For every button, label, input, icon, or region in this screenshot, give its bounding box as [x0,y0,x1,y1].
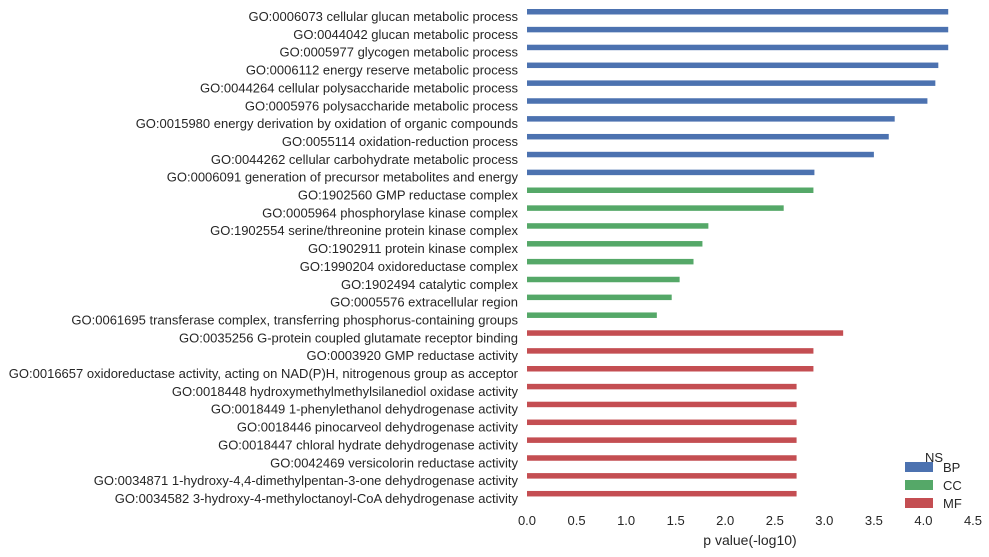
bars-layer [527,9,949,497]
y-tick-label: GO:0018448 hydroxymethylmethylsilanediol… [172,384,519,399]
x-tick-label: 0.0 [518,513,536,528]
bar-bp-6 [527,116,895,122]
legend-label-cc: CC [943,478,962,493]
y-tick-label: GO:0018447 chloral hydrate dehydrogenase… [218,437,518,452]
bar-bp-4 [527,80,936,86]
y-tick-label: GO:0005964 phosphorylase kinase complex [262,205,518,220]
legend-swatch-bp [905,462,933,472]
legend-label-bp: BP [943,460,960,475]
y-tick-label: GO:0018449 1-phenylethanol dehydrogenase… [211,402,519,417]
bar-bp-8 [527,151,874,158]
x-tick-label: 4.0 [914,513,932,528]
x-axis-label: p value(-log10) [703,532,796,548]
x-tick-label: 0.5 [568,513,586,528]
y-tick-label: GO:1902554 serine/threonine protein kina… [210,223,518,238]
bar-mf-19 [527,348,814,354]
x-tick-labels: 0.0 0.5 1.0 1.5 2.0 2.5 3.0 3.5 4.0 4.5 [518,513,982,528]
y-tick-label: GO:0034871 1-hydroxy-4,4-dimethylpentan-… [94,473,519,488]
bar-mf-27 [527,490,797,497]
bar-mf-21 [527,383,797,390]
x-tick-label: 3.0 [815,513,833,528]
y-tick-label: GO:0006112 energy reserve metabolic proc… [246,63,519,78]
bar-cc-17 [527,312,657,318]
y-tick-label: GO:1990204 oxidoreductase complex [300,259,519,274]
x-tick-label: 3.5 [865,513,883,528]
legend-swatch-cc [905,480,933,490]
y-tick-label: GO:0006073 cellular glucan metabolic pro… [248,9,518,24]
bar-bp-5 [527,98,928,104]
bar-bp-0 [527,9,949,15]
bar-cc-10 [527,187,814,193]
x-tick-label: 2.0 [716,513,734,528]
y-tick-label: GO:0016657 oxidoreductase activity, acti… [9,366,519,381]
y-tick-label: GO:0044042 glucan metabolic process [293,27,518,42]
y-tick-label: GO:0005576 extracellular region [330,295,518,310]
x-tick-label: 1.0 [617,513,635,528]
y-tick-labels: GO:0006073 cellular glucan metabolic pro… [9,9,519,506]
bar-cc-13 [527,241,703,247]
x-tick-label: 4.5 [964,513,982,528]
bar-mf-26 [527,473,797,479]
y-tick-label: GO:0042469 versicolorin reductase activi… [270,455,518,470]
bar-bp-7 [527,133,889,140]
bar-cc-14 [527,258,694,265]
legend-swatch-mf [905,498,933,508]
y-tick-label: GO:1902494 catalytic complex [341,277,519,292]
y-tick-label: GO:0003920 GMP reductase activity [307,348,519,363]
legend-label-mf: MF [943,496,962,511]
y-tick-label: GO:0044264 cellular polysaccharide metab… [200,80,518,95]
bar-cc-12 [527,223,709,229]
bar-cc-15 [527,276,680,283]
y-tick-label: GO:0005976 polysaccharide metabolic proc… [245,98,519,113]
y-tick-label: GO:0034582 3-hydroxy-4-methyloctanoyl-Co… [115,491,519,506]
bar-bp-2 [527,44,949,51]
y-tick-label: GO:1902560 GMP reductase complex [298,188,519,203]
bar-bp-1 [527,26,949,33]
bar-bp-3 [527,62,939,69]
bar-cc-16 [527,294,672,301]
legend-title: NS [925,450,943,465]
bar-bp-9 [527,169,815,176]
x-tick-label: 2.5 [766,513,784,528]
bar-mf-18 [527,330,844,336]
legend: NS BP CC MF [905,450,962,511]
y-tick-label: GO:0015980 energy derivation by oxidatio… [136,116,519,131]
y-tick-label: GO:0061695 transferase complex, transfer… [71,312,518,327]
y-tick-label: GO:0005977 glycogen metabolic process [280,45,519,60]
bar-mf-23 [527,419,797,426]
bar-mf-24 [527,437,797,443]
bar-cc-11 [527,205,784,211]
x-tick-label: 1.5 [667,513,685,528]
y-tick-label: GO:0035256 G-protein coupled glutamate r… [179,330,518,345]
bar-mf-25 [527,455,797,461]
y-tick-label: GO:0044262 cellular carbohydrate metabol… [211,152,519,167]
bar-mf-22 [527,401,797,408]
y-tick-label: GO:0055114 oxidation-reduction process [282,134,519,149]
y-tick-label: GO:0006091 generation of precursor metab… [167,170,519,185]
y-tick-label: GO:0018446 pinocarveol dehydrogenase act… [237,420,519,435]
y-tick-label: GO:1902911 protein kinase complex [308,241,519,256]
bar-mf-20 [527,366,814,372]
